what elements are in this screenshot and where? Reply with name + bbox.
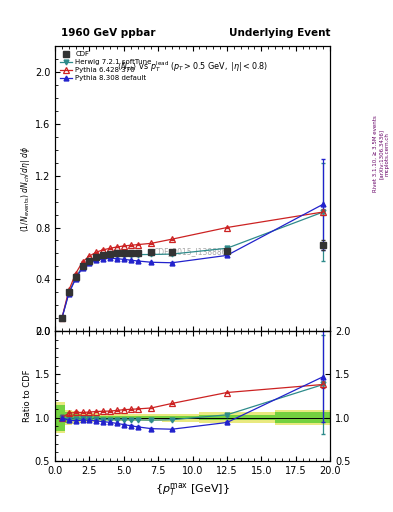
Text: Rivet 3.1.10, ≥ 3.5M events: Rivet 3.1.10, ≥ 3.5M events <box>373 115 378 192</box>
Text: mcplots.cern.ch: mcplots.cern.ch <box>385 132 389 176</box>
Y-axis label: $(1/N_\mathrm{events})\ dN_{ch}/d\eta|\ d\phi$: $(1/N_\mathrm{events})\ dN_{ch}/d\eta|\ … <box>19 146 32 231</box>
X-axis label: $\{p_T^\mathrm{max}\ [\mathrm{GeV}]\}$: $\{p_T^\mathrm{max}\ [\mathrm{GeV}]\}$ <box>155 481 230 498</box>
Legend: CDF, Herwig 7.2.1 softTune, Pythia 6.428 370, Pythia 8.308 default: CDF, Herwig 7.2.1 softTune, Pythia 6.428… <box>59 50 153 82</box>
Text: 1960 GeV ppbar: 1960 GeV ppbar <box>61 28 155 38</box>
Text: Underlying Event: Underlying Event <box>229 28 330 38</box>
Text: [arXiv:1306.3436]: [arXiv:1306.3436] <box>379 129 384 179</box>
Text: $\langle N_{ch}\rangle\ \mathrm{vs}\ p_T^\mathrm{lead}\ (p_T > 0.5\ \mathrm{GeV}: $\langle N_{ch}\rangle\ \mathrm{vs}\ p_T… <box>117 59 268 74</box>
Y-axis label: Ratio to CDF: Ratio to CDF <box>23 370 32 422</box>
Text: CDF_2015_I1388868: CDF_2015_I1388868 <box>153 247 232 256</box>
